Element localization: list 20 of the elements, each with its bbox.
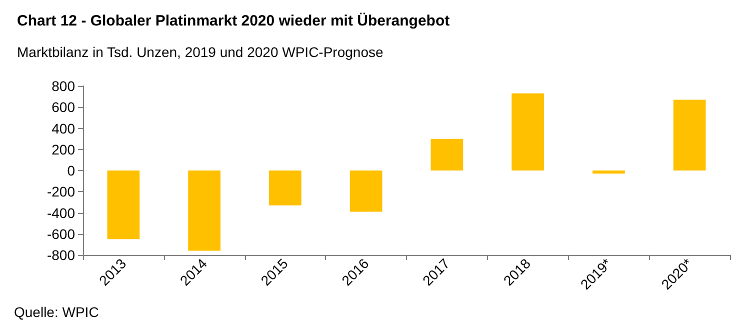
y-tick-label: 0 <box>67 162 76 178</box>
bar <box>107 170 140 240</box>
y-tick-label: -200 <box>46 184 76 200</box>
bar <box>188 170 220 251</box>
bar <box>512 93 544 170</box>
bar <box>430 138 464 170</box>
chart-subtitle: Marktbilanz in Tsd. Unzen, 2019 und 2020 WPIC-Prognose <box>17 44 384 60</box>
bar <box>269 170 302 206</box>
source-note: Quelle: WPIC <box>14 304 99 320</box>
y-tick-label: 200 <box>52 141 76 158</box>
bar <box>673 100 706 170</box>
y-tick-label: -800 <box>46 247 76 263</box>
bar <box>350 170 382 212</box>
y-tick-label: -400 <box>46 204 76 221</box>
bar <box>592 170 625 174</box>
y-tick-label: 800 <box>52 78 76 94</box>
y-tick-label: 400 <box>52 120 76 136</box>
chart-title: Chart 12 - Globaler Platinmarkt 2020 wieder mit Überangebot <box>17 12 450 30</box>
y-tick-label: 600 <box>52 99 76 116</box>
y-tick-label: -600 <box>46 226 76 242</box>
